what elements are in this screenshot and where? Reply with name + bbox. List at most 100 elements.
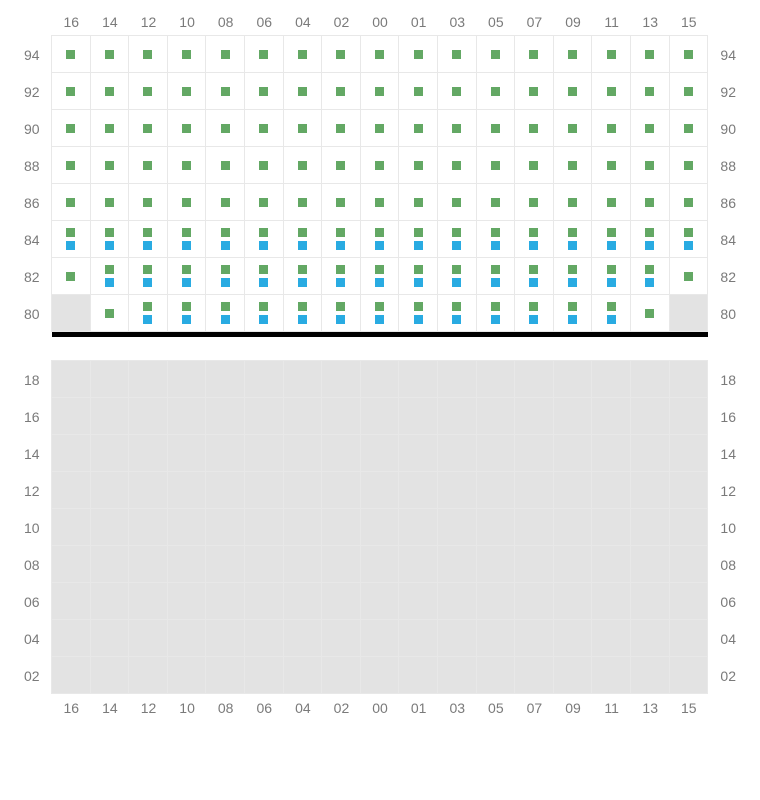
column-label: 03 — [438, 8, 477, 36]
grid-row: 9292 — [10, 73, 750, 110]
green-marker — [221, 198, 230, 207]
grid-cell — [90, 360, 130, 398]
green-marker — [684, 50, 693, 59]
blue-marker — [336, 241, 345, 250]
grid-cell — [476, 146, 516, 184]
row-label-left: 12 — [10, 472, 52, 509]
green-marker — [143, 87, 152, 96]
grid-cell — [205, 545, 245, 583]
row-label-right: 02 — [708, 657, 750, 694]
grid-cell — [128, 294, 168, 332]
grid-cell — [360, 397, 400, 435]
grid-cell — [128, 508, 168, 546]
grid-cell — [591, 545, 631, 583]
row-label-right: 86 — [708, 184, 750, 221]
blue-marker — [105, 278, 114, 287]
grid-cell — [244, 656, 284, 694]
column-label: 09 — [554, 8, 593, 36]
grid-cell — [553, 35, 593, 73]
green-marker — [607, 161, 616, 170]
green-marker — [452, 302, 461, 311]
grid-cell — [553, 220, 593, 258]
grid-cell — [553, 360, 593, 398]
grid-cell — [398, 360, 438, 398]
green-marker — [375, 228, 384, 237]
row-cells — [52, 36, 708, 73]
grid-row: 8888 — [10, 147, 750, 184]
grid-cell — [128, 35, 168, 73]
green-marker — [66, 124, 75, 133]
grid-cell — [51, 35, 91, 73]
grid-cell — [51, 434, 91, 472]
green-marker — [684, 87, 693, 96]
grid-cell — [283, 434, 323, 472]
blue-marker — [414, 278, 423, 287]
green-marker — [105, 309, 114, 318]
grid-cell — [283, 508, 323, 546]
grid-cell — [51, 360, 91, 398]
green-marker — [491, 161, 500, 170]
green-marker — [491, 198, 500, 207]
grid-cell — [630, 220, 670, 258]
grid-cell — [630, 471, 670, 509]
blue-marker — [375, 241, 384, 250]
grid-cell — [476, 619, 516, 657]
row-label-left: 84 — [10, 221, 52, 258]
column-label: 14 — [91, 8, 130, 36]
blue-marker — [375, 278, 384, 287]
row-label-right: 84 — [708, 221, 750, 258]
grid-cell — [591, 434, 631, 472]
grid-cell — [630, 109, 670, 147]
blue-marker — [645, 241, 654, 250]
grid-cell — [630, 619, 670, 657]
grid-cell — [244, 35, 284, 73]
grid-cell — [321, 220, 361, 258]
grid-cell — [669, 471, 709, 509]
column-footer-bottom: 1614121008060402000103050709111315 — [10, 694, 750, 722]
column-label: 06 — [245, 8, 284, 36]
row-label-right: 08 — [708, 546, 750, 583]
row-label-left: 06 — [10, 583, 52, 620]
grid-cell — [90, 545, 130, 583]
blue-marker — [414, 315, 423, 324]
green-marker — [105, 228, 114, 237]
grid-cell — [128, 220, 168, 258]
column-label: 08 — [206, 8, 245, 36]
row-label-left: 86 — [10, 184, 52, 221]
column-label: 03 — [438, 694, 477, 722]
grid-cell — [128, 619, 168, 657]
grid-cell — [360, 294, 400, 332]
column-label: 11 — [592, 694, 631, 722]
grid-cell — [283, 257, 323, 295]
grid-cell — [90, 109, 130, 147]
blue-marker — [143, 278, 152, 287]
row-cells — [52, 184, 708, 221]
green-marker — [529, 124, 538, 133]
green-marker — [684, 161, 693, 170]
grid-cell — [205, 35, 245, 73]
grid-cell — [514, 109, 554, 147]
green-marker — [221, 302, 230, 311]
grid-row: 1010 — [10, 509, 750, 546]
grid-cell — [591, 146, 631, 184]
grid-cell — [244, 434, 284, 472]
grid-row: 02 02 — [10, 657, 750, 694]
green-marker — [336, 50, 345, 59]
grid-row: 0404 — [10, 620, 750, 657]
grid-row: 1818 — [10, 361, 750, 398]
blue-marker — [607, 278, 616, 287]
row-cells — [52, 657, 708, 694]
grid-cell — [591, 397, 631, 435]
row-label-right: 12 — [708, 472, 750, 509]
grid-cell — [669, 619, 709, 657]
column-label: 07 — [515, 694, 554, 722]
grid-cell — [167, 146, 207, 184]
grid-cell — [476, 109, 516, 147]
green-marker — [645, 50, 654, 59]
blue-marker — [336, 278, 345, 287]
grid-cell — [90, 146, 130, 184]
green-marker — [684, 272, 693, 281]
grid-cell — [205, 146, 245, 184]
row-label-left: 02 — [10, 657, 52, 694]
row-cells — [52, 472, 708, 509]
